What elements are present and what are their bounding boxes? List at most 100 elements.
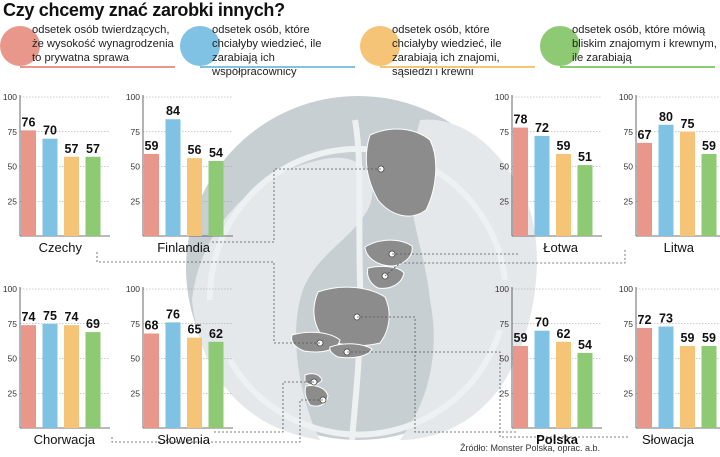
europe-map bbox=[186, 96, 537, 441]
bar-value-label: 74 bbox=[22, 310, 36, 324]
map-connectors bbox=[96, 168, 630, 443]
bar-value-label: 59 bbox=[557, 139, 571, 153]
bar-polska-3 bbox=[556, 341, 571, 428]
map-poland bbox=[313, 286, 390, 347]
country-label-slowenia: Słowenia bbox=[157, 432, 211, 447]
connector-croatia bbox=[111, 399, 323, 443]
y-tick-label: 25 bbox=[500, 196, 510, 206]
bar-czechy-1 bbox=[21, 130, 36, 236]
bar-value-label: 54 bbox=[209, 146, 223, 160]
bar-lotwa-4 bbox=[577, 165, 593, 236]
bar-value-label: 59 bbox=[145, 139, 159, 153]
bar-finlandia-2 bbox=[165, 119, 181, 236]
y-tick-label: 100 bbox=[126, 284, 140, 294]
chart-litwa: 100 75 50 25 67 80 75 59 Litwa bbox=[619, 92, 720, 255]
legend-item-coworkers: odsetek osób, które chciałyby wiedzieć, … bbox=[180, 23, 355, 78]
y-tick-label: 25 bbox=[131, 196, 141, 206]
bar-value-label: 70 bbox=[535, 316, 549, 330]
bar-value-label: 72 bbox=[535, 121, 549, 135]
chart-finlandia: 100 75 50 25 59 84 56 54 Finlandia bbox=[126, 92, 233, 255]
bar-value-label: 74 bbox=[65, 310, 79, 324]
map-grid-arc bbox=[227, 329, 503, 438]
bar-finlandia-4 bbox=[208, 160, 224, 236]
bar-slowenia-4 bbox=[208, 341, 224, 428]
y-tick-label: 75 bbox=[8, 127, 18, 137]
bar-value-label: 75 bbox=[681, 117, 695, 131]
bar-value-label: 72 bbox=[638, 313, 652, 327]
y-tick-label: 25 bbox=[8, 196, 18, 206]
bar-value-label: 59 bbox=[681, 331, 695, 345]
map-latvia bbox=[364, 239, 413, 267]
y-tick-label: 25 bbox=[624, 196, 634, 206]
chart-lotwa: 100 75 50 25 78 72 59 51 Łotwa bbox=[495, 92, 602, 255]
y-tick-label: 100 bbox=[619, 92, 633, 102]
y-tick-label: 25 bbox=[8, 388, 18, 398]
connector-poland bbox=[357, 316, 518, 433]
bar-value-label: 57 bbox=[65, 142, 79, 156]
map-slovakia bbox=[329, 343, 373, 359]
legend-label-private: odsetek osób twierdzących, że wysokość w… bbox=[32, 24, 174, 64]
legend-underline bbox=[20, 66, 175, 68]
bar-value-label: 67 bbox=[638, 128, 652, 142]
legend-swatch-private bbox=[0, 26, 40, 66]
y-tick-label: 100 bbox=[126, 92, 140, 102]
legend-underline bbox=[380, 66, 535, 68]
bar-lotwa-2 bbox=[534, 135, 550, 236]
legend-item-friends: odsetek osób, które chciałyby wiedzieć, … bbox=[360, 23, 535, 78]
bar-polska-1 bbox=[513, 345, 528, 428]
chart-czechy: 100 75 50 25 76 70 57 57 Czechy bbox=[3, 92, 110, 255]
bar-slowenia-3 bbox=[187, 337, 202, 428]
bar-polska-4 bbox=[577, 352, 593, 428]
bar-lotwa-3 bbox=[556, 153, 571, 236]
map-czechia bbox=[291, 331, 341, 353]
bar-chorwacja-1 bbox=[21, 325, 36, 428]
bar-slowacja-3 bbox=[680, 345, 695, 428]
page-title: Czy chcemy znać zarobki innych? bbox=[3, 0, 285, 20]
bar-value-label: 56 bbox=[188, 143, 202, 157]
legend-label-coworkers: odsetek osób, które chciałyby wiedzieć, … bbox=[212, 24, 322, 78]
chart-polska: 100 75 50 25 59 70 62 54 Polska bbox=[495, 284, 602, 447]
bar-finlandia-3 bbox=[187, 158, 202, 236]
y-tick-label: 50 bbox=[500, 162, 510, 172]
chart-chorwacja: 100 75 50 25 74 75 74 69 Chorwacja bbox=[3, 284, 110, 447]
bar-value-label: 69 bbox=[86, 317, 100, 331]
bar-slowenia-1 bbox=[144, 333, 159, 428]
legend-item-private: odsetek osób twierdzących, że wysokość w… bbox=[0, 23, 175, 69]
bar-value-label: 65 bbox=[188, 323, 202, 337]
y-tick-label: 50 bbox=[131, 354, 141, 364]
legend-swatch-coworkers bbox=[180, 26, 220, 66]
y-tick-label: 75 bbox=[131, 319, 141, 329]
bar-litwa-1 bbox=[637, 142, 652, 236]
legend-label-tell: odsetek osób, które mówią bliskim znajom… bbox=[572, 24, 717, 64]
map-grid-meridian bbox=[349, 119, 364, 441]
connector-czechia bbox=[96, 250, 320, 344]
country-label-lotwa: Łotwa bbox=[543, 240, 578, 255]
bar-value-label: 76 bbox=[22, 115, 36, 129]
y-tick-label: 25 bbox=[500, 388, 510, 398]
bar-value-label: 59 bbox=[702, 331, 716, 345]
y-tick-label: 50 bbox=[624, 162, 634, 172]
bar-polska-2 bbox=[534, 330, 550, 428]
bar-czechy-4 bbox=[85, 156, 101, 236]
y-tick-label: 50 bbox=[500, 354, 510, 364]
bar-value-label: 62 bbox=[209, 327, 223, 341]
y-tick-label: 50 bbox=[624, 354, 634, 364]
bar-value-label: 76 bbox=[166, 307, 180, 321]
bar-value-label: 73 bbox=[659, 312, 673, 326]
y-tick-label: 100 bbox=[495, 92, 509, 102]
connector-slovenia bbox=[212, 381, 314, 433]
y-tick-label: 50 bbox=[8, 354, 18, 364]
bar-chorwacja-3 bbox=[64, 325, 79, 428]
connector-slovakia bbox=[347, 351, 630, 438]
country-label-chorwacja: Chorwacja bbox=[34, 432, 96, 447]
legend-underline bbox=[200, 66, 355, 68]
y-tick-label: 100 bbox=[3, 284, 17, 294]
y-tick-label: 25 bbox=[624, 388, 634, 398]
bar-litwa-3 bbox=[680, 131, 695, 236]
bar-slowenia-2 bbox=[165, 322, 181, 428]
y-tick-label: 100 bbox=[619, 284, 633, 294]
country-label-litwa: Litwa bbox=[664, 240, 695, 255]
connector-lithuania bbox=[384, 249, 626, 277]
y-tick-label: 75 bbox=[500, 319, 510, 329]
source-note: Źródło: Monster Polska, oprac. a.b. bbox=[460, 443, 601, 453]
